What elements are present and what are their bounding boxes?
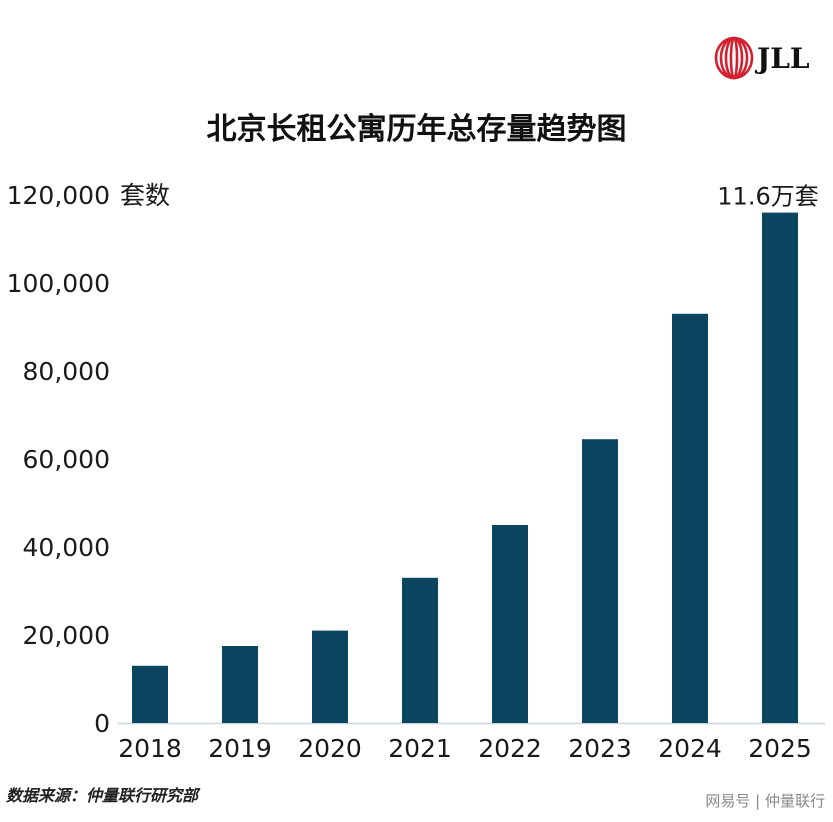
bar-2021: [402, 577, 438, 723]
y-tick-label: 60,000: [23, 445, 110, 474]
x-tick-label: 2025: [748, 734, 812, 763]
chart-title: 北京长租公寓历年总存量趋势图: [206, 112, 627, 147]
bar-chart: 0 20,000 40,000 60,000 80,000 100,000 120,000 套…: [7, 181, 825, 763]
bar-2025: [762, 212, 798, 723]
x-tick-label: 2020: [298, 734, 362, 763]
bar-2018: [132, 665, 168, 723]
jll-logo: JLL: [714, 36, 810, 80]
x-tick-label: 2024: [658, 734, 722, 763]
jll-logo-icon: [714, 36, 754, 80]
x-tick-label: 2018: [118, 734, 182, 763]
watermark: 网易号 | 仲量联行: [705, 792, 825, 810]
x-tick-label: 2021: [388, 734, 452, 763]
bar-2019: [222, 646, 258, 723]
bar-2024: [672, 313, 708, 723]
bar-2022: [492, 525, 528, 723]
y-tick-label: 20,000: [23, 621, 110, 650]
y-tick-label: 80,000: [23, 357, 110, 386]
y-axis-label: 套数: [120, 181, 170, 210]
x-tick-label: 2019: [208, 734, 272, 763]
y-tick-label: 120,000: [7, 181, 110, 210]
data-label: 11.6万套: [717, 183, 818, 211]
x-tick-label: 2022: [478, 734, 542, 763]
bar-2023: [582, 439, 618, 723]
y-tick-label: 100,000: [7, 269, 110, 298]
jll-logo-text: JLL: [757, 41, 810, 75]
data-source: 数据来源：仲量联行研究部: [6, 786, 199, 805]
y-tick-label: 40,000: [23, 533, 110, 562]
bar-2020: [312, 630, 348, 723]
y-tick-label: 0: [94, 709, 110, 738]
x-tick-label: 2023: [568, 734, 632, 763]
